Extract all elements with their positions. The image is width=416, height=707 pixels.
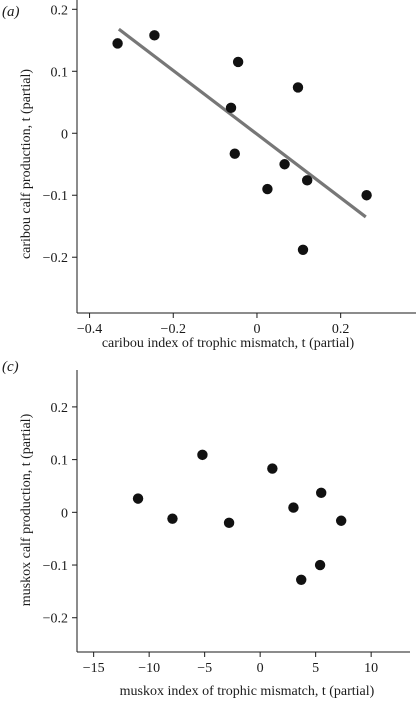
y-tick-label-a: −0.1	[43, 189, 68, 204]
x-tick-label-c: 10	[364, 661, 378, 676]
x-tick-label-c: −10	[138, 661, 160, 676]
y-tick-label-a: 0.2	[51, 3, 69, 18]
y-tick-label-c: 0.2	[51, 401, 69, 416]
data-point-c	[296, 574, 307, 585]
data-point-a	[225, 102, 237, 114]
x-tick-label-a: −0.2	[161, 322, 186, 337]
x-tick-label-c: −5	[197, 661, 212, 676]
x-tick-label-a: −0.4	[77, 322, 102, 337]
data-point-a	[301, 175, 313, 186]
x-tick-label-a: 0	[253, 322, 260, 337]
data-point-c	[267, 463, 278, 474]
data-point-a	[297, 244, 309, 255]
y-tick-label-a: 0	[61, 127, 68, 142]
data-point-c	[314, 559, 326, 571]
data-point-a	[232, 56, 244, 68]
data-point-a	[279, 159, 290, 170]
x-tick-label-c: 5	[312, 661, 319, 676]
muskox-scatter-panel: (c) muskox index of trophic mismatch, t …	[2, 359, 410, 699]
x-tick-label-c: −15	[83, 661, 105, 676]
data-point-c	[316, 487, 327, 499]
data-point-c	[288, 502, 299, 513]
data-point-a	[112, 38, 123, 49]
data-point-c	[167, 513, 178, 524]
data-point-a	[292, 82, 304, 93]
regression-line-a	[117, 27, 367, 219]
y-tick-label-c: 0.1	[51, 454, 69, 469]
data-point-a	[229, 148, 240, 159]
x-tick-label-c: 0	[257, 661, 264, 676]
caribou-scatter-panel: (a) caribou index of trophic mismatch, t…	[2, 0, 416, 351]
data-point-a	[149, 30, 160, 41]
data-point-a	[262, 183, 273, 195]
x-axis-title-c: muskox index of trophic mismatch, t (par…	[120, 684, 375, 699]
data-point-c	[197, 449, 208, 461]
panel-label-c: (c)	[2, 359, 19, 375]
y-axis-title-c: muskox calf production, t (partial)	[19, 413, 34, 606]
x-axis-title-a: caribou index of trophic mismatch, t (pa…	[102, 336, 355, 351]
panel-label-a: (a)	[2, 4, 20, 20]
data-point-c	[223, 517, 235, 529]
data-point-a	[361, 190, 372, 201]
data-point-c	[335, 515, 347, 526]
y-tick-label-c: −0.1	[43, 559, 68, 574]
y-tick-label-c: 0	[61, 506, 68, 521]
y-tick-label-a: 0.1	[51, 65, 69, 80]
y-tick-label-c: −0.2	[43, 612, 68, 627]
y-tick-label-a: −0.2	[43, 251, 68, 266]
x-tick-label-a: 0.2	[332, 322, 350, 337]
data-point-c	[132, 493, 144, 504]
y-axis-title-a: caribou calf production, t (partial)	[19, 69, 34, 259]
